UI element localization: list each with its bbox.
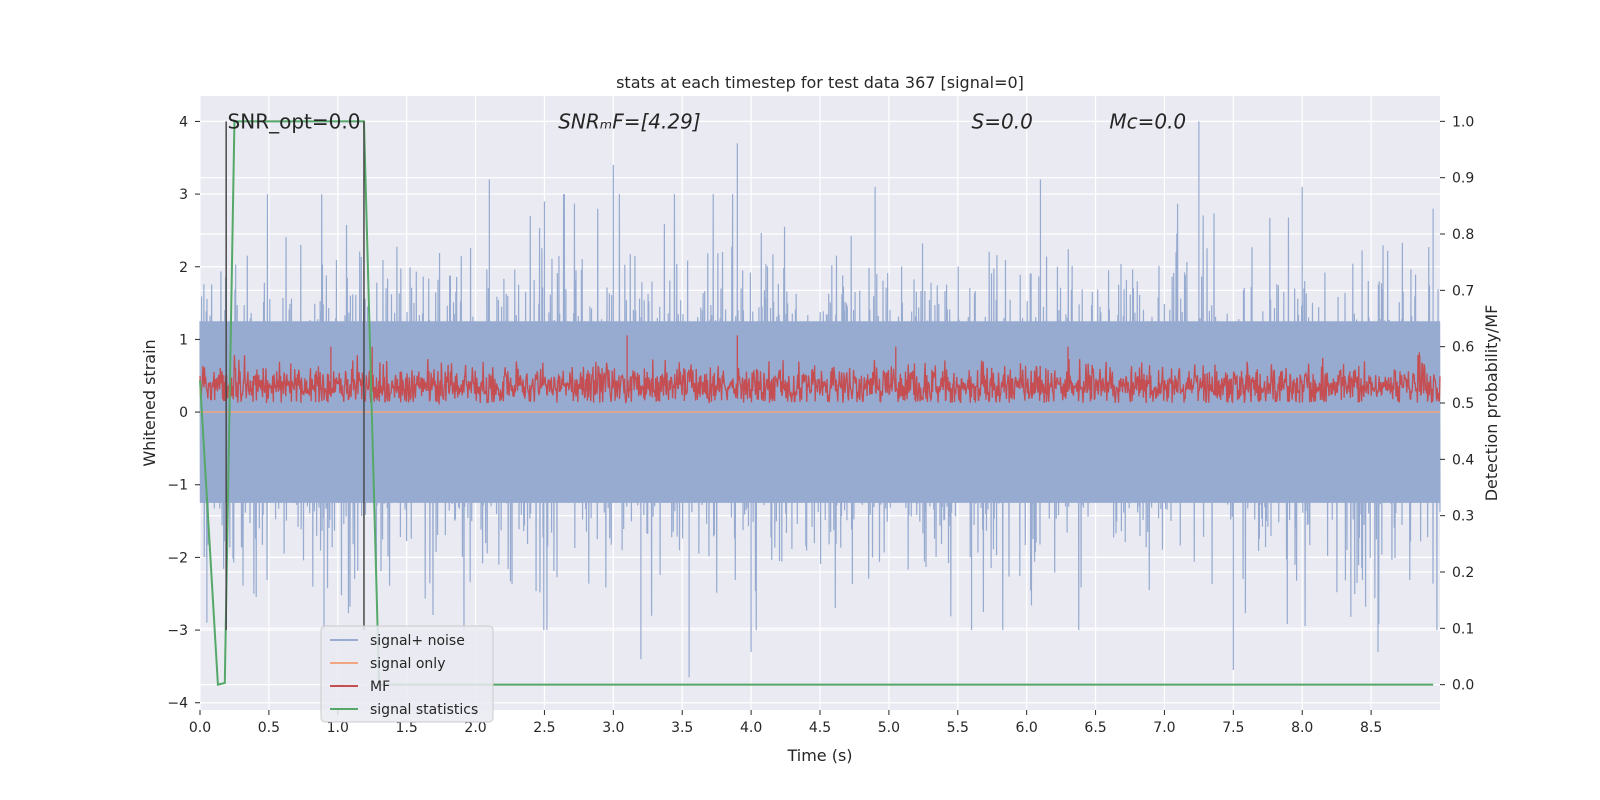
series-layer bbox=[199, 120, 1441, 686]
y-tick-label: 0 bbox=[179, 405, 188, 421]
y2-tick-label: 0.1 bbox=[1452, 621, 1474, 637]
y2-tick-label: 0.3 bbox=[1452, 509, 1474, 525]
x-tick-label: 1.0 bbox=[327, 720, 349, 736]
series-mf bbox=[199, 335, 1441, 406]
vertical-markers bbox=[225, 121, 365, 631]
x-tick-label: 3.5 bbox=[671, 720, 693, 736]
y-tick-label: −1 bbox=[167, 478, 188, 494]
legend-box bbox=[320, 625, 494, 723]
y2-tick-label: 0.7 bbox=[1452, 283, 1474, 299]
x-tick-label: 4.0 bbox=[740, 720, 762, 736]
x-tick-label: 0.5 bbox=[258, 720, 280, 736]
x-tick-label: 0.0 bbox=[189, 720, 211, 736]
legend-label-signal-noise: signal+ noise bbox=[370, 633, 465, 649]
y-tick-label: 3 bbox=[179, 187, 188, 203]
annotation-1: SNRₘF=[4.29] bbox=[558, 109, 700, 133]
y-tick-label: −2 bbox=[167, 550, 188, 566]
x-tick-label: 3.0 bbox=[602, 720, 624, 736]
y-tick-label: 2 bbox=[179, 260, 188, 276]
x-tick-label: 7.0 bbox=[1153, 720, 1175, 736]
y-tick-label: 4 bbox=[179, 114, 188, 130]
legend-label-mf: MF bbox=[370, 679, 390, 695]
y-tick-label: −3 bbox=[167, 623, 188, 639]
legend-label-signal-only: signal only bbox=[370, 656, 445, 672]
y2-tick-label: 0.6 bbox=[1452, 340, 1474, 356]
x-tick-label: 2.5 bbox=[533, 720, 555, 736]
x-tick-label: 8.5 bbox=[1360, 720, 1382, 736]
series-signal-noise bbox=[199, 121, 1441, 678]
y2-tick-label: 0.9 bbox=[1452, 171, 1474, 187]
y2-tick-label: 1.0 bbox=[1452, 114, 1474, 130]
x-tick-label: 4.5 bbox=[809, 720, 831, 736]
x-axis-label: Time (s) bbox=[786, 746, 852, 765]
annotations: SNR_opt=0.0 SNRₘF=[4.29] S=0.0 Mᴄ=0.0 bbox=[228, 109, 1187, 133]
x-tick-label: 5.5 bbox=[947, 720, 969, 736]
x-tick-label: 8.0 bbox=[1291, 720, 1313, 736]
y2-tick-label: 0.8 bbox=[1452, 227, 1474, 243]
legend-label-signal-statistics: signal statistics bbox=[370, 702, 478, 718]
x-tick-label: 5.0 bbox=[878, 720, 900, 736]
x-tick-label: 7.5 bbox=[1222, 720, 1244, 736]
x-tick-label: 2.0 bbox=[464, 720, 486, 736]
y2-tick-label: 0.0 bbox=[1452, 678, 1474, 694]
annotation-0: SNR_opt=0.0 bbox=[228, 109, 361, 133]
y2-tick-label: 0.5 bbox=[1452, 396, 1474, 412]
annotation-2: S=0.0 bbox=[972, 109, 1033, 133]
legend: signal+ noise signal only MF signal stat… bbox=[320, 625, 494, 723]
x-tick-label: 6.5 bbox=[1084, 720, 1106, 736]
y2-tick-label: 0.4 bbox=[1452, 452, 1474, 468]
annotation-3: Mᴄ=0.0 bbox=[1109, 109, 1186, 133]
x-tick-label: 1.5 bbox=[396, 720, 418, 736]
y-tick-label: −4 bbox=[167, 696, 188, 712]
y2-tick-label: 0.2 bbox=[1452, 565, 1474, 581]
y2-axis-label: Detection probability/MF bbox=[1482, 305, 1501, 502]
x-tick-label: 6.0 bbox=[1016, 720, 1038, 736]
y-tick-label: 1 bbox=[179, 332, 188, 348]
axes: 0.0 0.5 1.0 1.5 2.0 2.5 3.0 3.5 4.0 4.5 5.0 5.5 6.0 6… bbox=[167, 114, 1474, 736]
y-axis-label: Whitened strain bbox=[140, 339, 159, 466]
chart-title: stats at each timestep for test data 367… bbox=[616, 73, 1024, 92]
